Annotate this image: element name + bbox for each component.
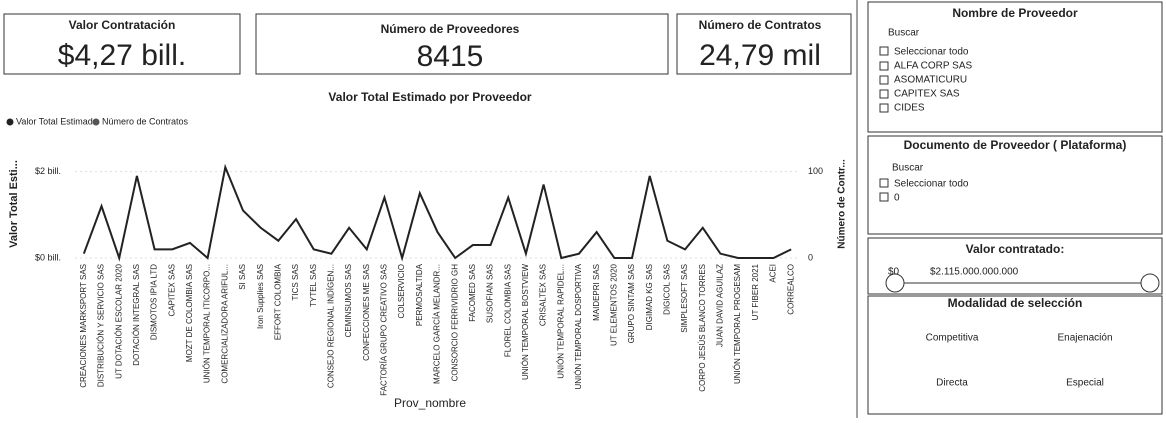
option[interactable]: Seleccionar todo [894, 47, 969, 58]
line-series [82, 163, 792, 262]
x-tick-label: CONFECCIONES ME SAS [362, 264, 371, 361]
x-tick-label: CEMINSUMOS SAS [344, 264, 353, 337]
x-tick-label: MARCELO GARCÍA MELANDR... [433, 264, 442, 384]
legend-label: Número de Contratos [102, 116, 189, 126]
x-tick-label: DISTRIBUCIÓN Y SERVICIO SAS [97, 264, 106, 387]
x-tick-label: GRUPO SINTAM SAS [627, 264, 636, 343]
search[interactable]: Buscar [888, 28, 920, 39]
x-tick-label: UNIÓN TEMPORAL BOSTVIEW [521, 264, 530, 380]
x-tick-label: TYTEL SAS [309, 264, 318, 307]
y-tick-label: $2 bill. [35, 166, 61, 176]
x-tick-label: EFFORT COLOMBIA [273, 263, 282, 340]
x-tick-label: MOZT DE COLOMBIA SAS [185, 264, 194, 362]
x-tick-label: CONSORCIO FERRIVIDRIO GH [450, 264, 459, 382]
checkbox[interactable] [879, 192, 889, 202]
option[interactable]: 0 [894, 193, 900, 204]
search[interactable]: Buscar [892, 163, 924, 174]
y-axis-label: Valor Total Esti... [8, 160, 20, 248]
checkbox[interactable] [879, 178, 889, 188]
y2-axis-label: Número de Contr... [837, 159, 848, 249]
y2-tick-label: 100 [808, 166, 823, 176]
x-tick-label: CORPO JESÚS BLANCO TORRES [698, 264, 707, 392]
legend-label: Valor Total Estimado [16, 116, 98, 126]
x-tick-label: MAIDEPRI SAS [592, 264, 601, 321]
kpi-card [676, 13, 852, 75]
x-tick-label: CRISALTEX SAS [539, 264, 548, 326]
x-tick-label: CAPITEX SAS [167, 264, 176, 316]
option[interactable]: Enajenación [1057, 333, 1112, 344]
option[interactable]: Competitiva [926, 333, 979, 344]
checkbox[interactable] [879, 61, 889, 71]
kpi-value: 8415 [417, 40, 484, 73]
slicer-title: Modalidad de selección [948, 296, 1083, 310]
x-tick-label: JUAN DAVID AGUILAZ [716, 264, 725, 347]
slicer-title: Valor contratado: [966, 242, 1065, 256]
option[interactable]: Especial [1066, 378, 1104, 389]
kpi-title: Número de Contratos [699, 18, 822, 32]
range-min: $0 [888, 267, 900, 278]
x-tick-label: TICS SAS [291, 264, 300, 300]
slicer [867, 295, 1163, 415]
x-tick-label: SIMPLESOFT SAS [680, 264, 689, 333]
range-max: $2.115.000.000.000 [930, 267, 1019, 278]
x-tick-label: Iron Supplies SAS [256, 264, 265, 329]
x-tick-label: COLSERVICIO [397, 264, 406, 319]
x-tick-label: UT FIBER 2021 [751, 263, 760, 320]
x-tick-label: DOTACIÓN INTEGRAL SAS [132, 264, 141, 366]
x-tick-label: UNIÓN TEMPORAL RAPIDEL... [556, 264, 565, 379]
option[interactable]: ASOMATICURU [894, 75, 967, 86]
slicer [867, 135, 1163, 235]
y-tick-label: $0 bill. [35, 252, 61, 262]
range-handle[interactable] [885, 273, 905, 293]
checkbox[interactable] [879, 89, 889, 99]
checkbox[interactable] [879, 75, 889, 85]
option[interactable]: ALFA CORP SAS [894, 61, 973, 72]
x-tick-label: CORREALCO [786, 264, 795, 315]
y2-tick-label: 0 [808, 252, 813, 262]
x-tick-label: FLOREL COLOMBIA SAS [503, 264, 512, 357]
slicer [867, 237, 1163, 295]
legend-dot [92, 118, 100, 126]
option[interactable]: CAPITEX SAS [894, 89, 960, 100]
option[interactable]: Seleccionar todo [894, 179, 969, 190]
legend-dot [6, 118, 14, 126]
kpi-value: $4,27 bill. [58, 39, 186, 72]
x-tick-label: FACOMED SAS [468, 264, 477, 322]
kpi-card [255, 13, 669, 75]
range-handle[interactable] [1140, 273, 1160, 293]
x-tick-label: PERMOSALTIDA [415, 263, 424, 326]
kpi-value: 24,79 mil [699, 39, 821, 72]
x-tick-label: SUSOFIAN SAS [486, 264, 495, 323]
x-tick-label: UT ELEMENTOS 2020 [609, 263, 618, 346]
x-tick-label: UNIÓN TEMPORAL PROGESAM [733, 264, 742, 384]
option[interactable]: CIDES [894, 103, 925, 114]
slicer-title: Nombre de Proveedor [952, 6, 1078, 20]
x-tick-label: UT DOTACIÓN ESCOLAR 2020 [114, 263, 123, 378]
x-tick-label: CONSEJO REGIONAL INDÍGEN... [327, 264, 336, 388]
x-tick-label: FACTORÍA GRUPO CREATIVO SAS [380, 264, 389, 396]
x-tick-label: DISMOTOS IPIA LTD [150, 264, 159, 340]
x-tick-label: ACEI [769, 264, 778, 283]
kpi-title: Número de Proveedores [381, 22, 520, 36]
checkbox[interactable] [879, 103, 889, 113]
option[interactable]: Directa [936, 378, 968, 389]
x-tick-label: DIGIMAD KG SAS [645, 264, 654, 330]
x-tick-label: SI SAS [238, 264, 247, 290]
slicer [867, 1, 1163, 133]
x-tick-label: UNIÓN TEMPORAL DOSPORTIVA [574, 263, 583, 389]
slicer-title: Documento de Proveedor ( Plataforma) [904, 138, 1127, 152]
x-tick-label: CREACIONES MARKSPORT SAS [79, 264, 88, 388]
kpi-title: Valor Contratación [69, 18, 176, 32]
kpi-card [3, 13, 241, 75]
x-axis-label: Prov_nombre [394, 396, 466, 410]
x-tick-label: COMERCIALIZADORA ARIFUL... [220, 264, 229, 384]
checkbox[interactable] [879, 46, 889, 56]
x-tick-label: DIGICOL SAS [662, 264, 671, 315]
x-tick-label: UNIÓN TEMPORAL ITICORPO... [203, 264, 212, 383]
chart-title: Valor Total Estimado por Proveedor [328, 90, 531, 104]
